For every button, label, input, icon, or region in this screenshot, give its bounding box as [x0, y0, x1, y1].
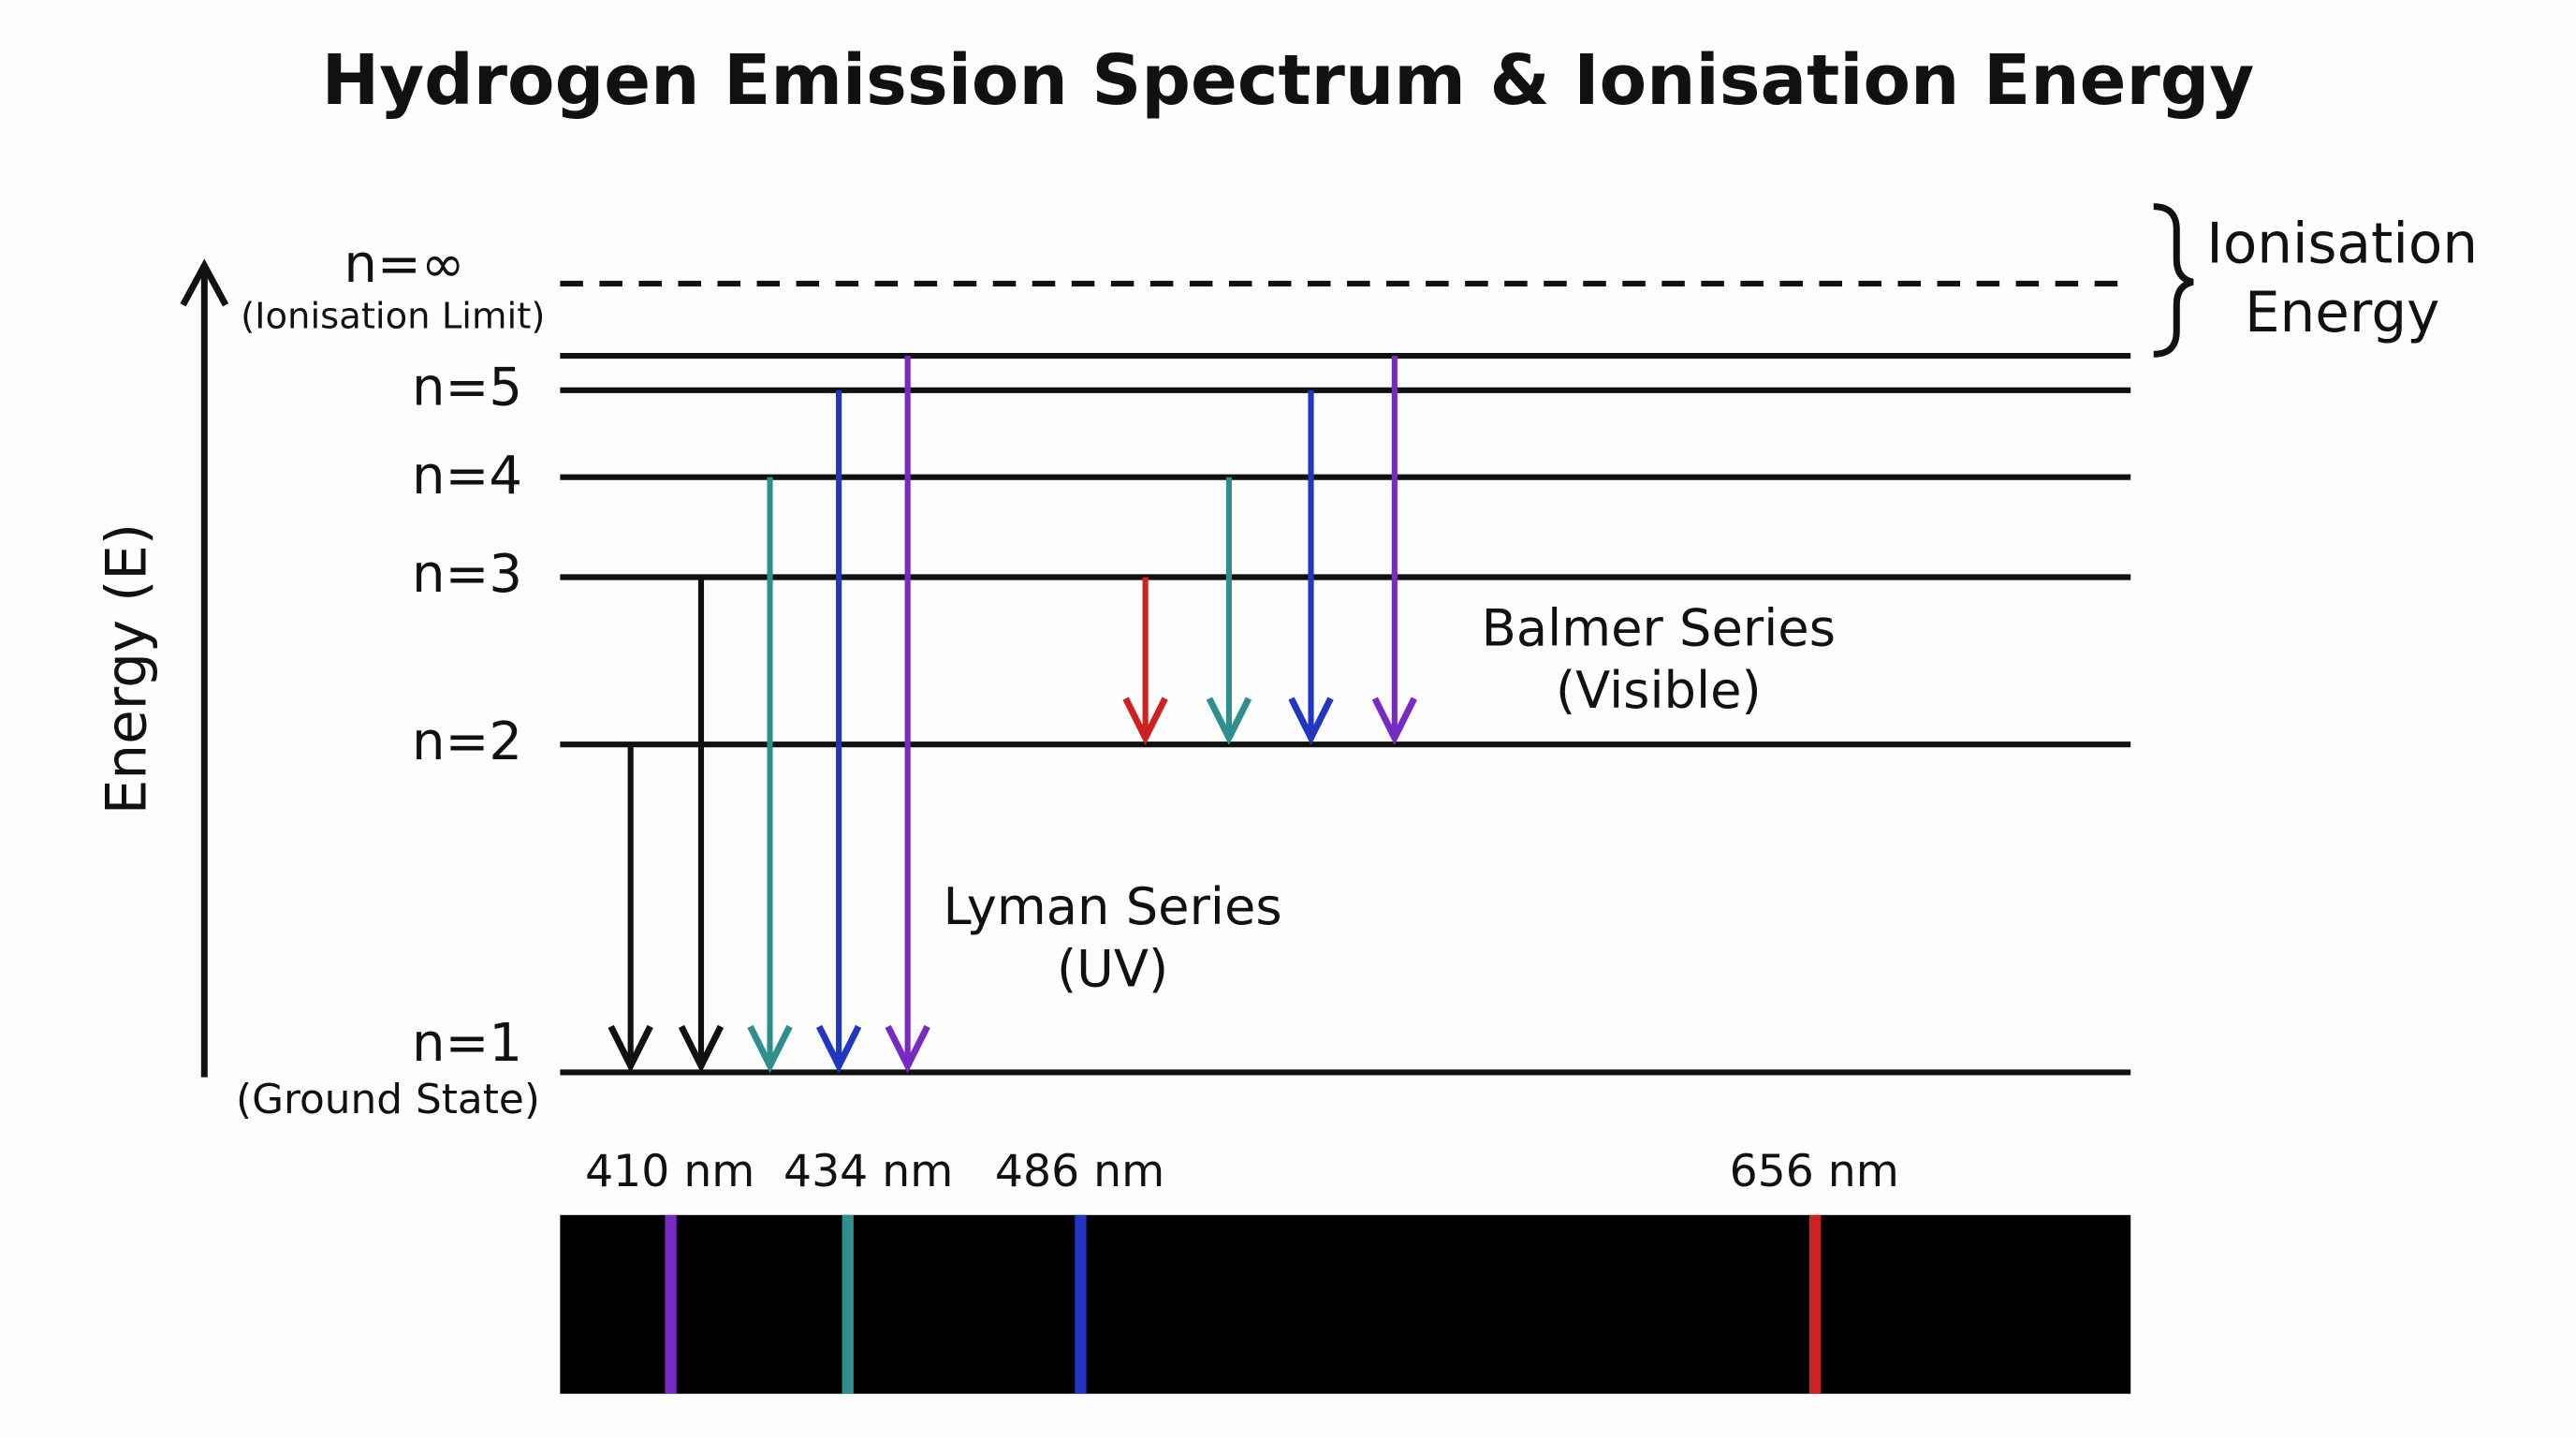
transition-arrow	[1122, 697, 1168, 745]
spectral-line	[842, 1214, 854, 1394]
level-label: n=2	[412, 712, 522, 772]
title: Hydrogen Emission Spectrum & Ionisation …	[322, 41, 2255, 121]
level-label: n=1	[412, 1013, 522, 1074]
level-note: (Ionisation Limit)	[241, 295, 545, 337]
transitions	[607, 356, 1417, 1074]
series-range: (UV)	[1057, 940, 1168, 999]
spectral-line	[1075, 1214, 1087, 1394]
transition-arrow	[747, 1024, 793, 1074]
transition-arrow	[678, 1024, 724, 1074]
wavelength-label: 486 nm	[995, 1146, 1164, 1197]
spectrum-band	[560, 1214, 2131, 1394]
level-note: (Ground State)	[236, 1076, 540, 1123]
ionisation-label: Energy	[2245, 281, 2439, 345]
transition-arrow	[1206, 697, 1252, 745]
level-label: n=4	[412, 446, 522, 506]
brace	[2153, 203, 2194, 358]
axis-label: Energy (E)	[95, 523, 160, 814]
spectral-line	[1808, 1214, 1822, 1394]
wavelength-label: 410 nm	[585, 1146, 754, 1197]
spectral-line	[665, 1214, 677, 1394]
level-label: n=∞	[344, 234, 464, 295]
transition-arrow	[1371, 697, 1417, 745]
level-label: n=3	[412, 544, 522, 605]
wavelength-label: 434 nm	[783, 1146, 953, 1197]
transition-arrow	[1288, 697, 1334, 745]
transition-arrow	[885, 1024, 930, 1074]
transition-arrow	[607, 1024, 653, 1074]
series-name: Lyman Series	[944, 877, 1282, 936]
series-range: (Visible)	[1556, 661, 1762, 720]
level-label: n=5	[412, 357, 522, 418]
wavelength-label: 656 nm	[1730, 1146, 1899, 1197]
transition-arrow	[815, 1024, 862, 1074]
ionisation-label: Ionisation	[2206, 213, 2478, 277]
series-name: Balmer Series	[1482, 598, 1836, 657]
axis-arrowhead	[180, 258, 229, 307]
